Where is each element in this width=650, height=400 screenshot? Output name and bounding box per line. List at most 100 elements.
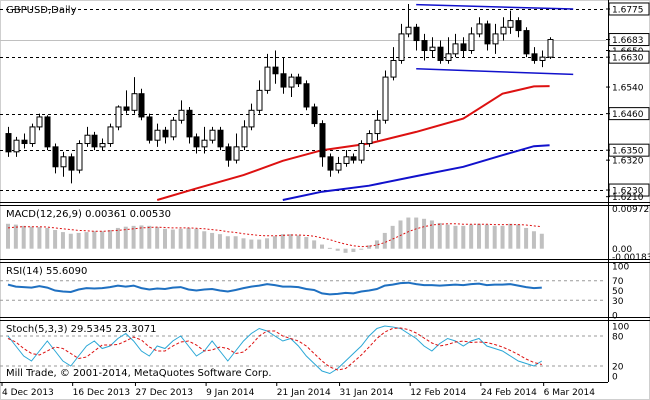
macd-bar [21,225,26,249]
candle [398,23,405,64]
candle [515,17,522,38]
candle [162,126,169,144]
macd-bar [524,227,529,249]
macd-bar [272,236,277,249]
macd-bar [194,228,199,249]
macd-bar [249,239,254,249]
candle [201,126,208,154]
candle [84,126,91,147]
macd-bar [492,225,497,249]
macd-bar [539,233,544,249]
candle [146,113,153,144]
candle [280,57,287,94]
rsi-tick-label: 50 [612,287,624,297]
stoch-tick-label: 80 [612,333,624,343]
macd-bar [170,229,175,249]
stoch-panel-title: Stoch(5,3,3) 29.5345 23.3071 [6,324,157,335]
candle [468,27,475,54]
candle [492,23,499,54]
macd-panel [6,217,544,253]
trend-line [416,68,574,76]
candle [500,17,507,41]
macd-bar [343,248,348,253]
macd-bar [115,227,120,249]
macd-bar [382,232,387,249]
candle [264,53,271,94]
macd-bar [406,217,411,249]
macd-bar [257,239,262,249]
candle [36,113,43,131]
candle [76,140,83,174]
candle [460,37,467,58]
macd-tick-label: -0.00183 [612,253,650,263]
candle [350,153,357,164]
macd-bar [155,227,160,249]
time-tick-label: 31 Jan 2014 [340,388,394,398]
candle [21,133,28,149]
price-tick-label: 1.6320 [612,157,644,167]
candle [295,73,302,88]
candle [547,37,554,59]
price-tick-label: 1.6460 [612,110,644,120]
candle [539,50,546,68]
macd-bar [210,232,215,249]
macd-bar [414,217,419,249]
stoch-panel [0,325,606,375]
moving-average-line [156,85,550,201]
price-tick-label: 1.6210 [612,193,644,203]
candle [437,40,444,64]
candle [374,110,381,141]
stoch-tick-label: 0 [612,373,618,383]
macd-bar [390,225,395,249]
macd-bar [265,238,270,249]
time-tick-label: 27 Dec 2013 [135,388,193,398]
price-panel [0,3,606,201]
trend-line [416,3,574,10]
candle [170,116,177,141]
macd-bar [320,244,324,249]
rsi-tick-label: 100 [612,263,629,273]
macd-bar [359,248,364,250]
macd-bar [68,233,73,249]
macd-bar [45,227,50,249]
candle [421,33,428,61]
stoch-main-line [7,325,543,375]
macd-bar [100,231,105,249]
macd-bar [233,236,238,249]
macd-bar [288,234,293,249]
macd-bar [178,228,183,249]
candle [5,126,12,157]
macd-bar [516,224,521,249]
macd-bar [84,232,89,249]
rsi-tick-label: 0 [612,312,618,322]
candle [523,27,530,58]
macd-bar [437,222,442,249]
candle [131,77,138,114]
candle [405,4,412,38]
candle [52,143,59,174]
moving-average-line [282,144,550,201]
macd-bar [327,247,332,249]
candle [60,151,67,177]
macd-bar [304,237,309,249]
candle [68,153,75,184]
candle [429,37,436,58]
candle [358,140,365,164]
candle [413,23,420,51]
candle [44,115,51,151]
macd-bar [508,223,513,249]
candle [311,103,318,127]
macd-bar [163,228,167,249]
macd-bar [29,226,34,249]
macd-bar [312,240,317,249]
candle [13,136,20,157]
macd-bar [139,225,144,249]
price-panel-title: GBPUSD,Daily [6,5,77,16]
rsi-line [7,281,542,296]
rsi-tick-label: 30 [612,297,624,307]
candle [343,150,350,167]
candle [288,73,295,98]
macd-bar [217,234,222,249]
time-tick-label: 24 Feb 2014 [481,388,537,398]
